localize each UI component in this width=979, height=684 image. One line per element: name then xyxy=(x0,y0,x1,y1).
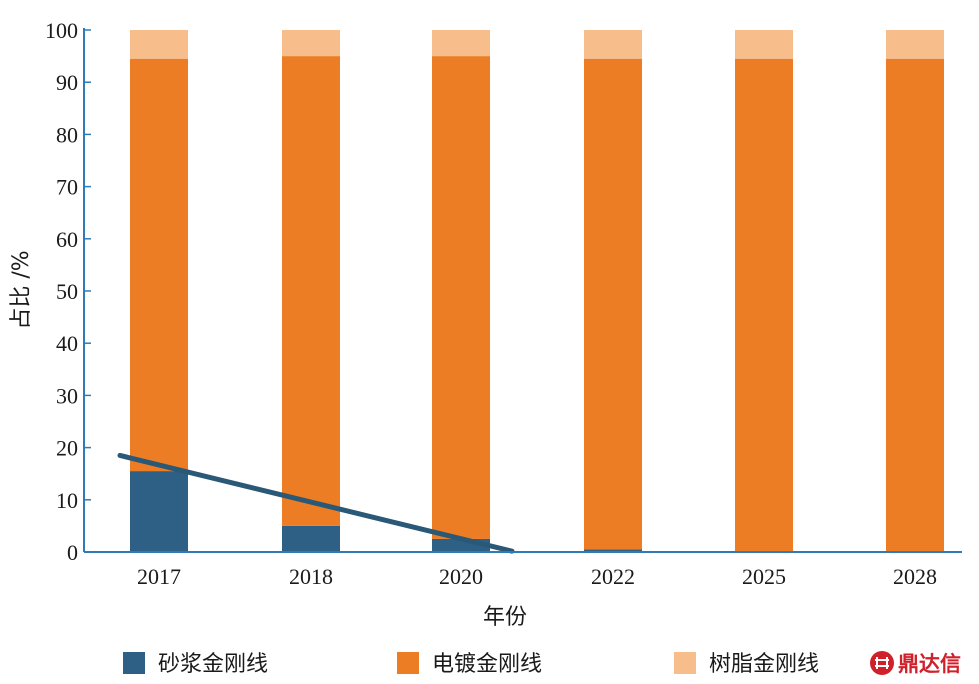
x-tick-label: 2017 xyxy=(137,564,181,589)
y-tick-label: 0 xyxy=(67,540,78,565)
x-tick-labels: 2017 2018 2020 2022 2025 2028 xyxy=(137,564,937,589)
trendline-layer xyxy=(117,452,515,554)
y-tick-label: 80 xyxy=(56,122,78,147)
watermark: 鼎达信 xyxy=(870,651,961,676)
legend-label: 电镀金刚线 xyxy=(432,652,542,677)
bar-2020-series-3 xyxy=(432,30,490,57)
bar-2025-series-3 xyxy=(735,30,793,59)
bar-2028-series-2 xyxy=(886,58,944,553)
y-tick-label: 10 xyxy=(56,488,78,513)
bar-2018-series-2 xyxy=(282,56,340,526)
legend-label: 树脂金刚线 xyxy=(709,652,819,677)
bar-2018-series-1 xyxy=(282,525,340,552)
y-tick-label: 50 xyxy=(56,279,78,304)
legend-swatch xyxy=(123,652,145,674)
y-tick-label: 20 xyxy=(56,436,78,461)
x-tick-label: 2028 xyxy=(893,564,937,589)
bar-2028-series-3 xyxy=(886,30,944,59)
legend-label: 砂浆金刚线 xyxy=(158,652,268,677)
y-tick-labels: 0 10 20 30 40 50 60 70 80 90 100 xyxy=(45,18,91,565)
x-axis-title: 年份 xyxy=(483,605,527,630)
x-tick-label: 2022 xyxy=(591,564,635,589)
legend: 砂浆金刚线 电镀金刚线 树脂金刚线 xyxy=(123,652,819,677)
y-tick-label: 90 xyxy=(56,70,78,95)
y-axis-title: 占比 /% xyxy=(9,250,34,329)
bar-2022-series-2 xyxy=(584,58,642,550)
y-tick-label: 40 xyxy=(56,331,78,356)
legend-swatch xyxy=(674,652,696,674)
bars-layer xyxy=(130,30,944,553)
trendline xyxy=(117,452,515,554)
bar-2017-series-2 xyxy=(130,58,188,472)
y-tick-label: 60 xyxy=(56,227,78,252)
y-tick-label: 70 xyxy=(56,175,78,200)
watermark-text: 鼎达信 xyxy=(898,652,961,676)
dingdaxin-logo-icon xyxy=(870,651,894,675)
bar-2025-series-2 xyxy=(735,58,793,553)
bar-2017-series-3 xyxy=(130,30,188,59)
bar-2017-series-1 xyxy=(130,471,188,552)
y-tick-label: 30 xyxy=(56,383,78,408)
axes-layer xyxy=(83,28,962,553)
bar-2018-series-3 xyxy=(282,30,340,57)
x-tick-label: 2020 xyxy=(439,564,483,589)
bar-2022-series-3 xyxy=(584,30,642,59)
bar-2020-series-2 xyxy=(432,56,490,539)
bar-2022-series-1 xyxy=(584,549,642,552)
y-tick-label: 100 xyxy=(45,18,78,43)
x-tick-label: 2018 xyxy=(289,564,333,589)
legend-swatch xyxy=(397,652,419,674)
x-tick-label: 2025 xyxy=(742,564,786,589)
